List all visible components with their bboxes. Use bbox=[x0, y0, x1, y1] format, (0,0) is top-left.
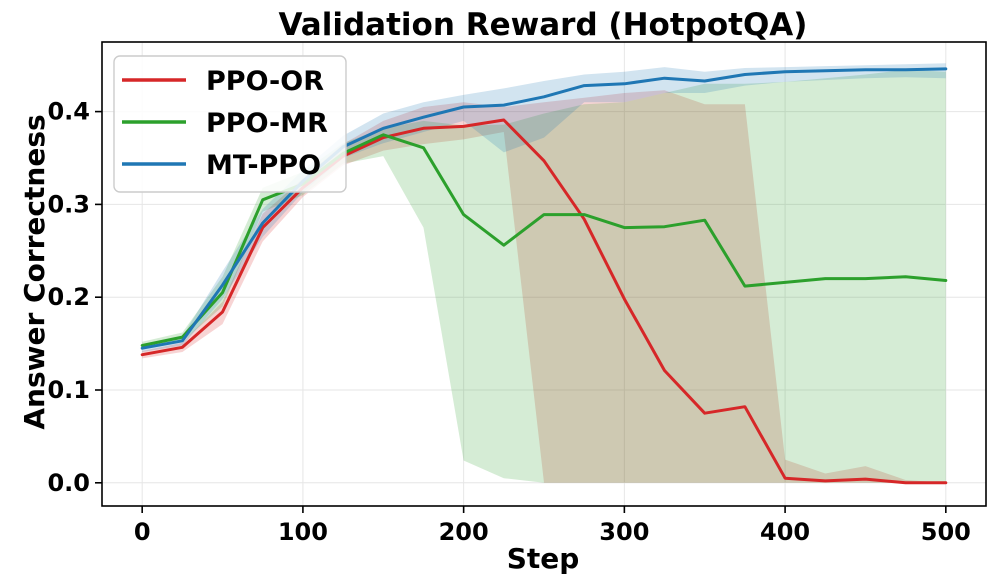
plot-frame bbox=[101, 41, 987, 507]
x-tick-label: 0 bbox=[134, 518, 151, 546]
series-line-ppo-mr bbox=[140, 133, 948, 347]
y-tick-label: 0.1 bbox=[47, 376, 90, 404]
x-tick-label: 100 bbox=[278, 518, 328, 546]
x-tick-label: 400 bbox=[760, 518, 810, 546]
y-tick-label: 0.3 bbox=[47, 190, 90, 218]
grid bbox=[102, 42, 986, 506]
series-line-ppo-or bbox=[140, 118, 948, 485]
series-line-mt-ppo bbox=[140, 67, 948, 350]
series-lines bbox=[140, 67, 948, 485]
legend: PPO-OR PPO-MR MT-PPO bbox=[113, 55, 347, 193]
y-tick-label: 0.0 bbox=[47, 469, 90, 497]
band-ppo-or bbox=[142, 90, 946, 483]
y-tick-label: 0.2 bbox=[47, 283, 90, 311]
band-mt-ppo bbox=[142, 63, 946, 353]
x-tick-label: 200 bbox=[439, 518, 489, 546]
legend-box bbox=[113, 55, 347, 193]
y-tick-label: 0.4 bbox=[47, 98, 90, 126]
chart-title: Validation Reward (HotpotQA) bbox=[279, 7, 808, 43]
legend-label-ppo-mr: PPO-MR bbox=[206, 108, 328, 139]
band-ppo-mr bbox=[142, 69, 946, 483]
legend-label-ppo-or: PPO-OR bbox=[206, 66, 324, 97]
x-tick-label: 300 bbox=[599, 518, 649, 546]
y-axis-label: Answer Correctness bbox=[18, 114, 51, 429]
legend-label-mt-ppo: MT-PPO bbox=[206, 150, 321, 181]
x-axis-label: Step bbox=[507, 542, 580, 575]
x-tick-label: 500 bbox=[921, 518, 971, 546]
y-axis-ticks: 0.0 0.1 0.2 0.3 0.4 bbox=[47, 98, 102, 497]
confidence-bands bbox=[142, 63, 946, 483]
x-axis-ticks: 0 100 200 300 400 500 bbox=[134, 506, 971, 546]
